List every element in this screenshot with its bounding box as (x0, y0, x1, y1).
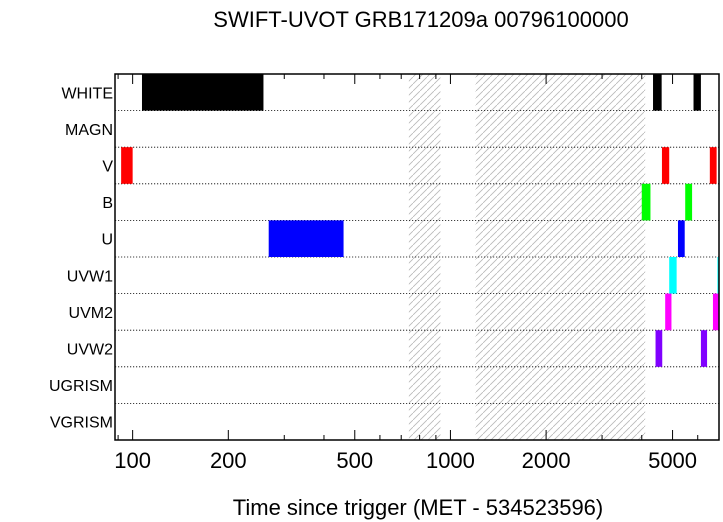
row-label-uvw1: UVW1 (67, 268, 113, 285)
row-label-v: V (102, 159, 113, 176)
exposure-bar-u (268, 220, 344, 257)
x-axis-tick-labels: 100 200 500 1000 2000 5000 (114, 448, 697, 473)
chart-title: SWIFT-UVOT GRB171209a 00796100000 (213, 7, 628, 32)
row-label-u: U (101, 232, 113, 249)
exposure-bar-v (121, 147, 133, 184)
x-axis-ticks (117, 74, 720, 440)
exposure-bar-u (677, 220, 685, 257)
row-label-ugrism: UGRISM (49, 378, 113, 395)
exposure-bar-white (653, 74, 662, 111)
exposure-bar-b (685, 183, 693, 221)
row-label-magn: MAGN (65, 122, 113, 139)
row-label-vgrism: VGRISM (50, 415, 113, 432)
exposure-bar-white (693, 74, 701, 111)
row-label-uvm2: UVM2 (69, 305, 114, 322)
exposure-bar-uvw1 (717, 257, 719, 294)
row-label-b: B (102, 195, 113, 212)
exposure-bar-v (661, 147, 670, 184)
exposure-bar-v (709, 147, 717, 184)
x-axis-label: Time since trigger (MET - 534523596) (233, 495, 604, 520)
exposure-bar-b (641, 183, 651, 221)
row-label-white: WHITE (61, 85, 113, 102)
x-tick-label: 100 (114, 448, 151, 473)
exposure-bar-uvw2 (700, 330, 708, 367)
exposure-bar-uvw2 (655, 330, 663, 367)
exposure-bars (121, 74, 719, 367)
x-tick-label: 2000 (522, 448, 571, 473)
exposure-bar-white (141, 74, 264, 111)
exposure-bar-uvm2 (712, 293, 719, 331)
filter-row-labels: WHITE MAGN V B U UVW1 UVM2 UVW2 UGRISM VGRISM (49, 85, 113, 431)
x-tick-label: 5000 (648, 448, 697, 473)
x-tick-label: 1000 (426, 448, 475, 473)
x-tick-label: 200 (210, 448, 247, 473)
row-label-uvw2: UVW2 (67, 342, 113, 359)
plot-frame (114, 73, 720, 441)
x-tick-label: 500 (336, 448, 373, 473)
exposure-bar-uvw1 (669, 257, 677, 294)
exposure-bar-uvm2 (665, 293, 672, 331)
